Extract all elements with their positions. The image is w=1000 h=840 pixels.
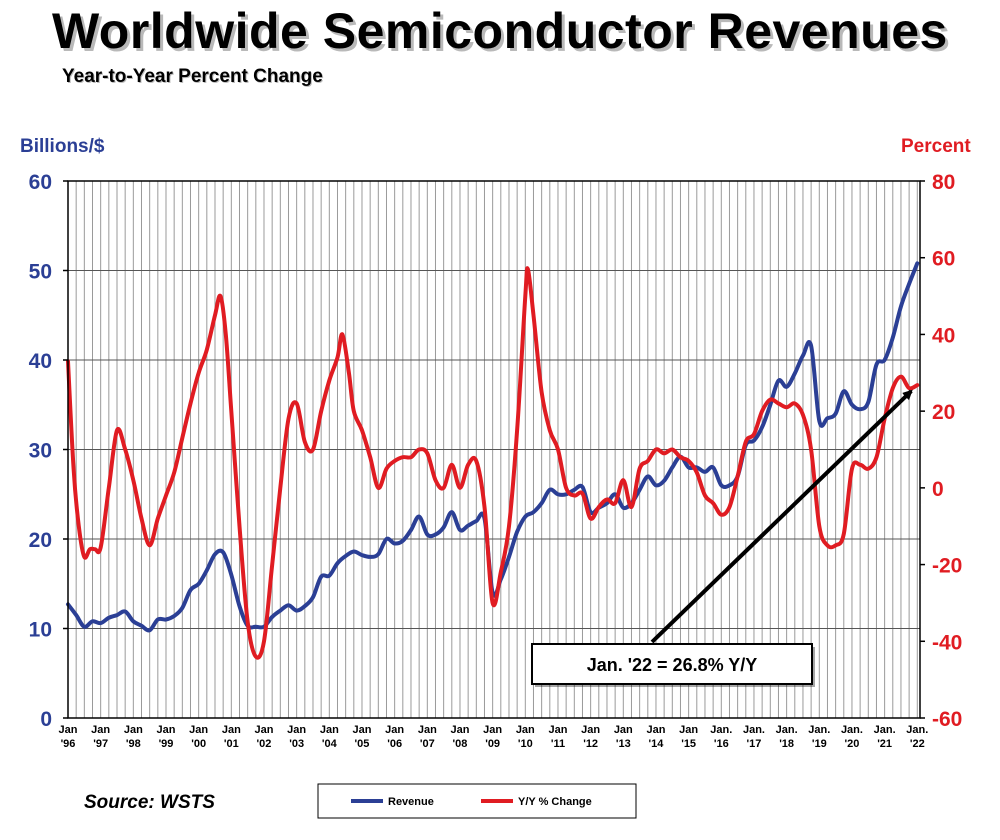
x-tick-label-year: '12 [583,738,598,750]
x-tick-label-month: Jan. [710,724,732,736]
y-right-tick-label: -60 [932,708,962,731]
grid [67,180,920,719]
x-tick-label-year: '17 [747,738,762,750]
source-note: Source: WSTS [84,792,215,813]
x-tick-label-month: Jan [614,724,633,736]
x-tick-label-month: Jan [646,724,665,736]
x-tick-label-month: Jan [385,724,404,736]
x-tick-label-year: '11 [551,738,565,750]
y-left-tick-label: 40 [29,350,52,373]
x-tick-label-month: Jan [450,724,469,736]
right-axis-label: Percent [901,136,971,157]
x-tick-label-month: Jan [418,724,437,736]
y-right-tick-label: 80 [932,171,955,194]
x-tick-label-month: Jan [157,724,176,736]
x-tick-label-year: '15 [681,738,696,750]
x-tick-label-month: Jan [59,724,78,736]
tick-labels: 0 10 20 30 40 50 60 -60 -40 -20 0 20 40 60 80 Jan '96 Jan… [29,171,963,750]
x-tick-label-year: '04 [322,738,338,750]
x-tick-label-month: Jan [581,724,600,736]
x-tick-label-year: '18 [779,738,794,750]
x-tick-label-month: Jan. [743,724,765,736]
y-left-tick-label: 0 [40,708,52,731]
left-axis-label: Billions/$ [20,136,105,157]
x-tick-label-year: '01 [224,738,239,750]
x-tick-label-month: Jan [189,724,208,736]
x-tick-label-month: Jan [91,724,110,736]
x-tick-label-month: Jan [679,724,698,736]
x-tick-label-year: '02 [257,738,272,750]
x-tick-label-year: '07 [420,738,435,750]
x-tick-label-month: Jan [124,724,143,736]
x-tick-label-year: '14 [649,738,665,750]
x-tick-label-year: '08 [453,738,468,750]
x-tick-label-year: '13 [616,738,631,750]
y-right-tick-label: -20 [932,555,962,578]
chart-subtitle: Year-to-Year Percent Change [62,66,323,87]
x-tick-label-month: Jan [516,724,535,736]
x-tick-label-year: '05 [355,738,370,750]
y-right-tick-label: 60 [932,248,955,271]
x-tick-label-year: '20 [845,738,860,750]
x-tick-label-month: Jan [548,724,567,736]
x-tick-label-month: Jan [353,724,372,736]
chart-title: Worldwide Semiconductor Revenues [52,3,948,59]
annotation-arrow [650,389,913,644]
x-tick-label-month: Jan. [874,724,896,736]
x-tick-label-month: Jan. [906,724,928,736]
y-right-tick-label: 40 [932,324,955,347]
x-tick-label-year: '99 [159,738,174,750]
legend: Revenue Y/Y % Change [317,783,637,819]
y-left-tick-label: 50 [29,261,52,284]
x-tick-label-year: '22 [910,738,925,750]
legend-label-yy: Y/Y % Change [518,796,592,808]
x-tick-label-month: Jan [255,724,274,736]
x-tick-label-year: '00 [191,738,206,750]
legend-label-revenue: Revenue [388,796,434,808]
y-left-tick-label: 60 [29,171,52,194]
x-tick-label-year: '98 [126,738,141,750]
x-tick-label-year: '16 [714,738,729,750]
y-left-tick-label: 30 [29,440,52,463]
x-tick-label-month: Jan. [808,724,830,736]
x-tick-label-year: '19 [812,738,827,750]
y-right-tick-label: 20 [932,401,955,424]
x-tick-label-year: '21 [877,738,892,750]
y-left-tick-label: 10 [29,619,52,642]
x-tick-label-year: '03 [289,738,304,750]
y-right-tick-label: -40 [932,631,962,654]
x-tick-label-month: Jan [222,724,241,736]
x-tick-label-year: '09 [485,738,500,750]
annotation: Jan. '22 = 26.8% Y/Y [531,389,913,687]
y-left-tick-label: 20 [29,529,52,552]
x-tick-label-month: Jan. [841,724,863,736]
x-tick-label-year: '06 [387,738,402,750]
series-layer [66,261,920,660]
x-tick-label-month: Jan [320,724,339,736]
x-tick-label-month: Jan [287,724,306,736]
y-right-tick-label: 0 [932,478,944,501]
x-tick-label-month: Jan. [776,724,798,736]
x-tick-label-year: '96 [61,738,76,750]
annotation-text: Jan. '22 = 26.8% Y/Y [587,655,758,675]
x-tick-label-year: '10 [518,738,533,750]
yy-change-series-line [66,266,920,660]
x-tick-label-month: Jan [483,724,502,736]
x-tick-label-year: '97 [93,738,108,750]
